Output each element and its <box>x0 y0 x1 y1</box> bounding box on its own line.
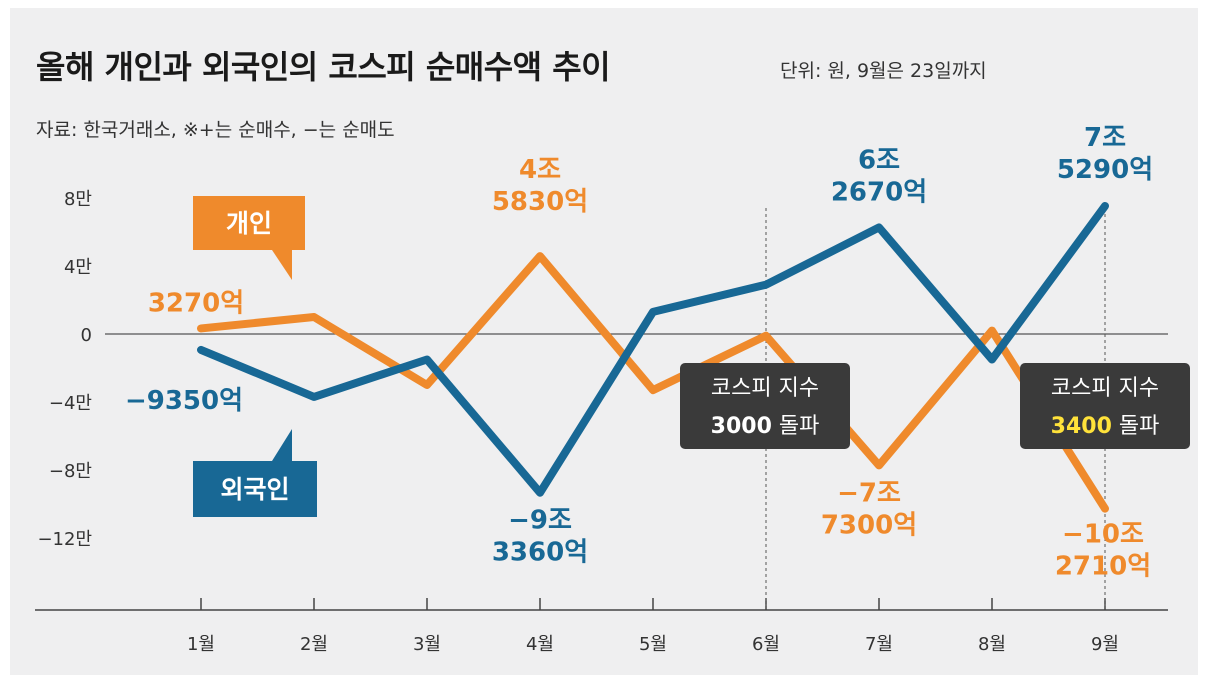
kospi-annotation-box <box>680 363 850 449</box>
chart-title: 올해 개인과 외국인의 코스피 순매수액 추이 <box>36 48 611 86</box>
individual-value-label: 4조 <box>519 155 561 185</box>
line-chart: 8만 4만 0 −4만 −8만 −12만 1월 2월 3월 4월 5월 6월 7월 8월 9월 3270억 4조… <box>35 123 1190 655</box>
foreign-value-label: 2670억 <box>831 177 927 207</box>
source-note: 자료: 한국거래소, ※+는 순매수, −는 순매도 <box>36 119 395 141</box>
kospi-annotation-title: 코스피 지수 <box>1051 376 1159 401</box>
foreign-series-line <box>197 202 1109 497</box>
foreign-value-label: 6조 <box>858 145 900 175</box>
x-tick-label: 8월 <box>978 634 1006 655</box>
individual-value-label: 2710억 <box>1055 552 1151 582</box>
kospi-annotation-value: 3400 돌파 <box>1051 414 1160 439</box>
foreign-legend-label: 외국인 <box>220 475 289 504</box>
y-tick-label: −12만 <box>37 529 92 550</box>
chart-card: 올해 개인과 외국인의 코스피 순매수액 추이 단위: 원, 9월은 23일까지… <box>10 8 1198 675</box>
x-tick-label: 9월 <box>1091 634 1119 655</box>
y-tick-label: 8만 <box>64 189 92 210</box>
kospi-annotation-box <box>1020 363 1190 449</box>
x-tick-label: 6월 <box>752 634 780 655</box>
foreign-value-label: 3360억 <box>492 538 588 568</box>
unit-note: 단위: 원, 9월은 23일까지 <box>780 60 987 82</box>
y-tick-label: −8만 <box>49 461 92 482</box>
x-tick-label: 5월 <box>639 634 667 655</box>
kospi-index-number: 3400 <box>1051 414 1112 439</box>
kospi-index-number: 3000 <box>711 414 772 439</box>
kospi-annotation-suffix: 돌파 <box>772 414 819 439</box>
kospi-annotation-value: 3000 돌파 <box>711 414 820 439</box>
foreign-value-label: −9350억 <box>125 386 243 416</box>
individual-value-label: −10조 <box>1062 520 1144 550</box>
foreign-value-label: 7조 <box>1084 123 1126 153</box>
individual-series-line <box>197 252 1109 513</box>
individual-value-label: −7조 <box>837 478 901 508</box>
individual-value-label: 7300억 <box>821 510 917 540</box>
foreign-tag-pointer <box>272 429 292 461</box>
foreign-value-label: 5290억 <box>1057 155 1153 185</box>
kospi-annotation-suffix: 돌파 <box>1112 414 1159 439</box>
individual-legend-label: 개인 <box>226 209 272 238</box>
individual-value-label: 5830억 <box>492 187 588 217</box>
x-tick-label: 4월 <box>526 634 554 655</box>
kospi-annotation-title: 코스피 지수 <box>711 376 819 401</box>
x-tick-label: 7월 <box>865 634 893 655</box>
x-tick-label: 3월 <box>413 634 441 655</box>
x-tick-label: 2월 <box>300 634 328 655</box>
individual-tag-pointer <box>272 250 292 280</box>
y-tick-label: −4만 <box>49 393 92 414</box>
individual-legend-tag <box>193 196 305 250</box>
individual-value-label: 3270억 <box>148 288 244 318</box>
y-tick-label: 4만 <box>64 257 92 278</box>
x-tick-label: 1월 <box>187 634 215 655</box>
y-tick-label: 0 <box>81 325 92 346</box>
foreign-legend-tag <box>193 461 317 517</box>
foreign-value-label: −9조 <box>508 506 572 536</box>
